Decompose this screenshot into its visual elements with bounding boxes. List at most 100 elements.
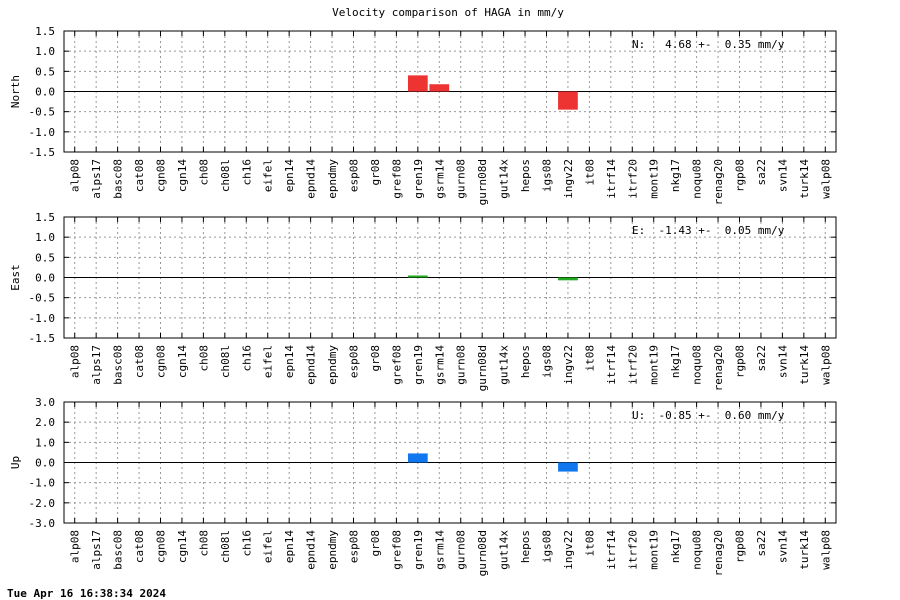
- x-tick-label: alp08: [69, 530, 82, 563]
- y-tick-label: 1.0: [35, 231, 55, 244]
- x-tick-label: esp08: [348, 345, 361, 378]
- x-tick-label: renag20: [712, 159, 725, 205]
- x-tick-label: cgn08: [155, 159, 168, 192]
- x-tick-label: hepos: [519, 345, 532, 378]
- x-tick-label: noqu08: [691, 159, 704, 199]
- y-tick-label: 1.0: [35, 45, 55, 58]
- x-tick-label: noqu08: [691, 345, 704, 385]
- x-tick-label: ch16: [240, 345, 253, 372]
- x-tick-label: gren19: [412, 345, 425, 385]
- x-tick-label: itrf20: [626, 530, 639, 570]
- x-tick-label: gurn08d: [476, 345, 489, 391]
- x-tick-label: cgn08: [155, 345, 168, 378]
- x-tick-label: ch08: [197, 159, 210, 186]
- x-tick-label: igs08: [541, 159, 554, 192]
- x-tick-label: gsrm14: [433, 530, 446, 570]
- x-tick-label: alp08: [69, 345, 82, 378]
- y-tick-label: 0.5: [35, 251, 55, 264]
- bar-ingv22: [558, 277, 578, 281]
- x-tick-label: igs08: [541, 530, 554, 563]
- x-tick-label: svn14: [776, 345, 789, 378]
- y-tick-label: -1.0: [29, 312, 56, 325]
- x-tick-label: cgn14: [176, 345, 189, 378]
- y-tick-label: -1.5: [29, 146, 56, 159]
- plot-border: [63, 401, 837, 524]
- x-tick-label: gurn08d: [476, 530, 489, 576]
- x-tick-label: nkg17: [669, 530, 682, 563]
- x-tick-label: alps17: [90, 345, 103, 385]
- x-tick-label: epn14: [283, 530, 296, 563]
- x-tick-label: alp08: [69, 159, 82, 192]
- x-tick-label: gref08: [390, 530, 403, 570]
- bar-ingv22: [558, 462, 578, 472]
- panel-east: -1.5 -1.0 -0.5 0.0 0.5 1.0 1.5 alp08 alps17 basc0…: [9, 211, 837, 391]
- x-tick-label: gr08: [369, 159, 382, 186]
- panel-annotation: U: -0.85 +- 0.60 mm/y: [632, 409, 785, 422]
- y-tick-label: 0.0: [35, 272, 55, 285]
- x-tick-label: gsrm14: [433, 345, 446, 385]
- x-tick-label: eifel: [262, 530, 275, 563]
- x-tick-label: gurn08: [455, 345, 468, 385]
- x-tick-label: walp08: [819, 159, 832, 199]
- x-tick-label: cat08: [133, 345, 146, 378]
- panel-north: -1.5 -1.0 -0.5 0.0 0.5 1.0 1.5 alp08 alps17 basc0…: [9, 25, 837, 205]
- x-tick-label: itrf20: [626, 159, 639, 199]
- x-tick-label: gref08: [390, 345, 403, 385]
- x-tick-label: epn14: [283, 345, 296, 378]
- plot-border: [63, 216, 837, 339]
- x-tick-label: gsrm14: [433, 159, 446, 199]
- x-tick-label: cat08: [133, 159, 146, 192]
- x-tick-label: itrf14: [605, 530, 618, 570]
- x-tick-label: epnd14: [305, 530, 318, 570]
- x-tick-label: gren19: [412, 530, 425, 570]
- x-tick-label: hepos: [519, 530, 532, 563]
- y-tick-label: 3.0: [35, 396, 55, 409]
- x-tick-label: gurn08: [455, 530, 468, 570]
- x-tick-label: noqu08: [691, 530, 704, 570]
- x-tick-label: ch08: [197, 530, 210, 557]
- x-tick-label: eifel: [262, 345, 275, 378]
- panel-annotation: E: -1.43 +- 0.05 mm/y: [632, 224, 785, 237]
- y-tick-label: -1.0: [29, 477, 56, 490]
- x-tick-label: gurn08d: [476, 159, 489, 205]
- y-tick-label: 0.5: [35, 65, 55, 78]
- x-tick-label: epndmy: [326, 530, 339, 570]
- x-tick-label: it08: [583, 159, 596, 186]
- x-tick-label: renag20: [712, 530, 725, 576]
- x-tick-label: cgn08: [155, 530, 168, 563]
- x-tick-label: svn14: [776, 159, 789, 192]
- x-tick-label: walp08: [819, 345, 832, 385]
- x-tick-label: turk14: [798, 345, 811, 385]
- x-tick-label: gref08: [390, 159, 403, 199]
- x-tick-label: cat08: [133, 530, 146, 563]
- x-tick-label: it08: [583, 345, 596, 372]
- x-tick-label: alps17: [90, 159, 103, 199]
- x-tick-label: turk14: [798, 159, 811, 199]
- y-tick-label: -1.0: [29, 126, 56, 139]
- y-tick-label: 2.0: [35, 416, 55, 429]
- x-tick-label: ch16: [240, 159, 253, 186]
- x-tick-label: ingv22: [562, 159, 575, 199]
- x-tick-label: sa22: [755, 159, 768, 186]
- x-tick-label: ch08l: [219, 345, 232, 378]
- x-tick-label: mont19: [648, 345, 661, 385]
- bar-gren19: [407, 453, 428, 463]
- bar-gren19: [407, 275, 428, 278]
- y-tick-label: 1.5: [35, 211, 55, 224]
- x-tick-label: epndmy: [326, 345, 339, 385]
- x-tick-label: basc08: [112, 530, 125, 570]
- x-tick-label: itrf14: [605, 345, 618, 385]
- plot-border: [63, 30, 837, 153]
- x-tick-label: ch08: [197, 345, 210, 372]
- x-tick-label: turk14: [798, 530, 811, 570]
- x-tick-label: hepos: [519, 159, 532, 192]
- x-tick-label: gut14x: [498, 159, 511, 199]
- x-tick-label: epn14: [283, 159, 296, 192]
- y-axis-label: Up: [9, 456, 22, 469]
- x-tick-label: gut14x: [498, 530, 511, 570]
- y-axis-label: North: [9, 75, 22, 108]
- y-tick-label: -1.5: [29, 332, 56, 345]
- y-tick-label: 0.0: [35, 457, 55, 470]
- x-tick-label: sa22: [755, 345, 768, 372]
